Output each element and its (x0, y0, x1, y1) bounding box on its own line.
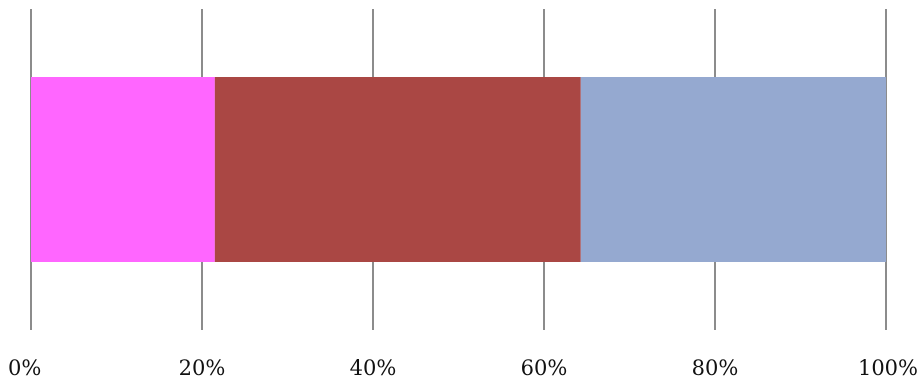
bar-segments (31, 77, 886, 262)
x-axis-tick-labels: 0% 20% 40% 60% 80% 100% (8, 356, 918, 380)
bar-segment-1 (31, 77, 215, 262)
x-tick-label-1: 20% (179, 356, 226, 380)
bar-segment-3 (580, 77, 886, 262)
x-tick-label-3: 60% (521, 356, 568, 380)
x-tick-label-4: 80% (692, 356, 739, 380)
x-tick-label-5: 100% (858, 356, 918, 380)
x-tick-label-2: 40% (350, 356, 397, 380)
bar-segment-2 (214, 77, 581, 262)
x-tick-label-0: 0% (8, 356, 41, 380)
